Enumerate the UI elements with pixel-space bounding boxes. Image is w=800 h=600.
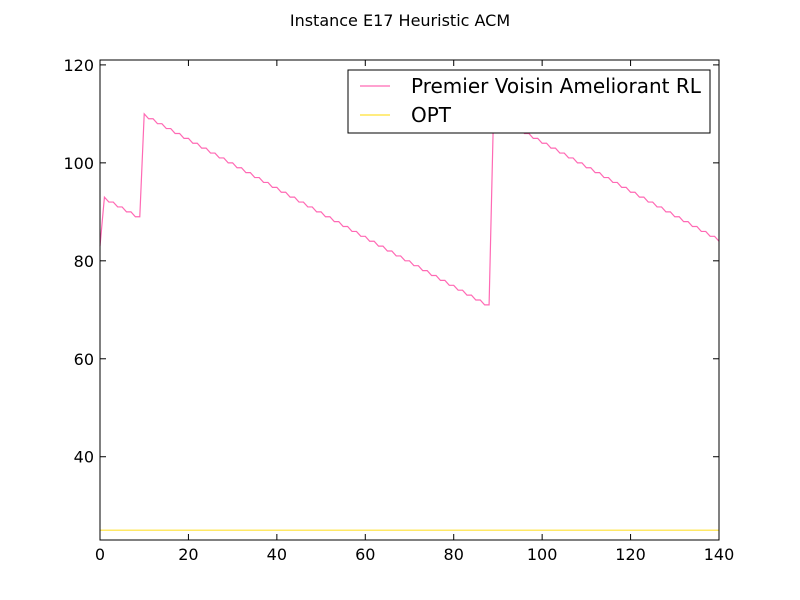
chart-title: Instance E17 Heuristic ACM	[290, 11, 510, 30]
legend-box	[347, 69, 711, 134]
x-tick-label: 0	[95, 545, 105, 564]
y-tick-label: 80	[74, 252, 94, 271]
x-tick-label: 80	[444, 545, 464, 564]
legend-label-series-2: OPT	[411, 103, 452, 127]
series-line-1	[99, 112, 720, 306]
x-tick-label: 140	[704, 545, 735, 564]
legend: Premier Voisin Ameliorant RL OPT	[347, 69, 711, 134]
y-tick-label: 60	[74, 350, 94, 369]
x-axis: 0 20 40 60 80 100 120 140	[95, 60, 734, 564]
legend-label-series-1: Premier Voisin Ameliorant RL	[411, 74, 702, 98]
x-tick-label: 40	[267, 545, 287, 564]
y-tick-label: 120	[63, 56, 94, 75]
x-tick-label: 60	[355, 545, 375, 564]
plot-area	[99, 59, 720, 541]
y-axis: 40 60 80 100 120	[63, 56, 719, 467]
x-tick-label: 120	[615, 545, 646, 564]
y-tick-label: 100	[63, 154, 94, 173]
series-layer	[99, 112, 720, 531]
x-tick-label: 100	[527, 545, 558, 564]
x-tick-label: 20	[178, 545, 198, 564]
y-tick-label: 40	[74, 448, 94, 467]
